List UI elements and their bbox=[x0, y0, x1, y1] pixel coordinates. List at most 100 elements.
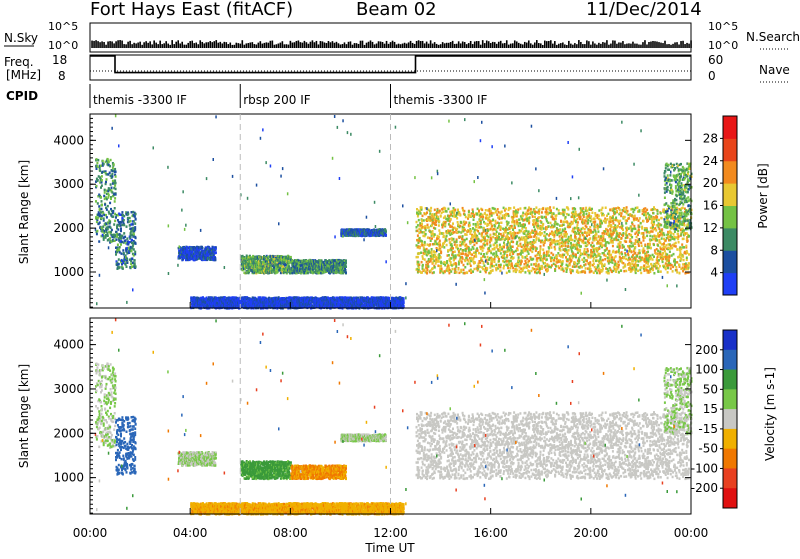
power-echo-cell bbox=[198, 246, 200, 249]
power-echo-cell bbox=[130, 263, 132, 266]
nsky-bar bbox=[364, 45, 366, 48]
nsky-bar bbox=[458, 41, 460, 48]
nsky-bar bbox=[564, 44, 566, 48]
nsky-bar bbox=[666, 44, 668, 48]
nsky-bar bbox=[658, 42, 660, 48]
power-echo-cell bbox=[135, 213, 137, 216]
nsky-bar bbox=[562, 42, 564, 48]
nsky-bar bbox=[430, 40, 432, 48]
power-echo-cell bbox=[97, 159, 99, 162]
nsky-bar bbox=[604, 43, 606, 48]
nsky-bar bbox=[578, 40, 580, 48]
nsky-bar bbox=[298, 40, 300, 48]
station-title: Fort Hays East (fitACF) bbox=[90, 0, 293, 20]
power-echo-cell bbox=[115, 193, 117, 196]
power-echo-cell bbox=[131, 239, 133, 242]
cpid-segment-label: rbsp 200 IF bbox=[243, 93, 310, 107]
power-echo-cell bbox=[115, 253, 117, 256]
nsky-bar bbox=[117, 40, 119, 48]
nsky-bar bbox=[668, 44, 670, 48]
nsky-bar bbox=[552, 44, 554, 48]
nsky-bars bbox=[91, 40, 692, 48]
nsky-bar bbox=[141, 45, 143, 48]
nsky-bar bbox=[580, 42, 582, 48]
nsky-bar bbox=[332, 41, 334, 48]
power-echo-cell bbox=[115, 182, 117, 185]
freq-right-tick-top: 60 bbox=[708, 53, 723, 67]
nsky-bar bbox=[262, 44, 264, 48]
power-echo-cell bbox=[120, 243, 122, 246]
nsky-bar bbox=[524, 42, 526, 48]
power-echo-cell bbox=[115, 171, 117, 174]
power-echo-cell bbox=[249, 264, 251, 267]
power-echo-cell bbox=[127, 217, 129, 220]
nsky-bar bbox=[316, 41, 318, 48]
nsky-bar bbox=[292, 43, 294, 48]
nsky-bar bbox=[127, 42, 129, 48]
nsky-bar bbox=[404, 43, 406, 48]
nsky-bar bbox=[336, 42, 338, 48]
nsky-bar bbox=[246, 43, 248, 48]
nsky-bar bbox=[382, 42, 384, 48]
nsky-bar bbox=[390, 42, 392, 48]
nsky-bar bbox=[153, 40, 155, 48]
nsky-bar bbox=[570, 44, 572, 48]
nsky-bar bbox=[370, 40, 372, 48]
nsky-bar bbox=[492, 42, 494, 48]
nsky-bar bbox=[406, 44, 408, 48]
power-echo-cell bbox=[100, 165, 102, 168]
power-echo-cell bbox=[126, 237, 128, 240]
nsky-bar bbox=[356, 43, 358, 48]
nsky-bar bbox=[185, 45, 187, 48]
nsky-bar bbox=[268, 43, 270, 48]
nsky-bar bbox=[288, 45, 290, 48]
power-echo-cell bbox=[120, 227, 122, 230]
nsky-bar bbox=[139, 42, 141, 48]
power-echo-cell bbox=[130, 228, 132, 231]
nsky-bar bbox=[256, 44, 258, 48]
nsky-bar bbox=[554, 41, 556, 48]
nsky-bar bbox=[688, 44, 690, 48]
nsky-bar bbox=[634, 44, 636, 48]
nsky-bar bbox=[624, 44, 626, 48]
nsky-bar bbox=[179, 43, 181, 48]
nsky-bar bbox=[304, 41, 306, 48]
nsky-bar bbox=[201, 42, 203, 48]
nsky-bar bbox=[478, 41, 480, 48]
figure-canvas: Fort Hays East (fitACF) Beam 02 11/Dec/2… bbox=[0, 0, 800, 554]
nsky-bar bbox=[366, 43, 368, 48]
nsky-bar bbox=[177, 40, 179, 48]
nsky-bar bbox=[686, 43, 688, 48]
power-echo-cell bbox=[345, 271, 347, 274]
power-echo-cell bbox=[119, 251, 121, 254]
nsky-bar bbox=[237, 43, 239, 48]
nave-label: Nave bbox=[759, 63, 790, 77]
power-echo-cell bbox=[131, 257, 133, 260]
power-echo-cell bbox=[109, 165, 111, 168]
power-echo-cell bbox=[111, 187, 113, 190]
nsky-bar bbox=[656, 42, 658, 48]
nsky-bar bbox=[558, 44, 560, 48]
nsky-bar bbox=[157, 44, 159, 48]
nsky-bar bbox=[670, 45, 672, 48]
power-echo-cell bbox=[134, 222, 136, 225]
power-echo-cell bbox=[126, 266, 128, 269]
power-echo-cell bbox=[122, 249, 124, 252]
nsky-bar bbox=[498, 42, 500, 48]
nsky-bar bbox=[189, 41, 191, 48]
power-echo-cell bbox=[126, 225, 128, 228]
nsky-bar bbox=[568, 41, 570, 48]
nsky-bar bbox=[354, 43, 356, 48]
power-echo-cell bbox=[101, 208, 103, 211]
nsky-bar bbox=[223, 42, 225, 48]
nsky-bar bbox=[474, 42, 476, 48]
nsky-bar bbox=[454, 44, 456, 48]
nsky-bar bbox=[592, 41, 594, 48]
power-echo-cell bbox=[114, 179, 116, 182]
nsky-bar bbox=[221, 43, 223, 48]
nsky-bar bbox=[594, 43, 596, 48]
power-echo-cell bbox=[103, 163, 105, 166]
nsky-bar bbox=[147, 43, 149, 48]
nsky-bar bbox=[227, 44, 229, 48]
nsky-bar bbox=[444, 43, 446, 48]
